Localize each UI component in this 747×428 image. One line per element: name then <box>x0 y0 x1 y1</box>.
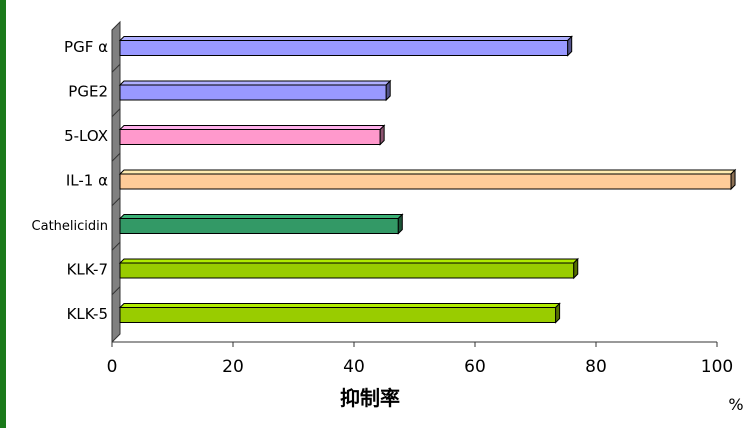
bar-front-face <box>119 173 732 190</box>
row-divider-tick <box>111 108 121 118</box>
x-tick-label: 0 <box>107 357 118 377</box>
category-labels: PGF α PGE2 5-LOX IL-1 α Cathelicidin KLK-7 KLK… <box>32 38 121 323</box>
bar-front-face <box>119 40 569 56</box>
bar-side-face <box>397 213 403 235</box>
row-divider-tick <box>111 63 121 73</box>
category-label: IL-1 α <box>66 172 108 190</box>
bar-front-face <box>119 129 381 145</box>
back-wall-panel <box>111 20 121 344</box>
chart-back-wall <box>111 20 121 344</box>
bar-2 <box>118 79 392 102</box>
row-divider-tick <box>111 197 121 207</box>
bar-side-face <box>379 124 385 146</box>
bar-side-face <box>385 79 391 102</box>
x-tick-label: 100 <box>701 357 733 377</box>
bar-side-face <box>567 35 573 57</box>
bar-top-face <box>118 169 737 175</box>
bar-top-face <box>118 303 561 308</box>
bar-series <box>118 35 737 324</box>
row-divider-tick <box>111 241 121 251</box>
category-label: PGF α <box>64 38 108 56</box>
bar-front-face <box>119 262 575 279</box>
bar-1 <box>118 35 573 57</box>
bar-7 <box>118 302 561 324</box>
category-label: KLK-7 <box>67 261 108 279</box>
row-divider-tick <box>111 286 121 296</box>
bar-top-face <box>118 214 404 219</box>
bar-6 <box>118 257 579 280</box>
bar-front-face <box>119 84 387 101</box>
category-label: KLK-5 <box>67 305 108 323</box>
x-axis-unit: % <box>728 395 743 414</box>
bar-5 <box>118 213 404 235</box>
bar-top-face <box>118 36 573 41</box>
left-accent-bar <box>0 0 6 428</box>
category-label: PGE2 <box>68 83 108 101</box>
bar-top-face <box>118 80 392 86</box>
bar-front-face <box>119 218 399 234</box>
x-tick-label: 60 <box>464 357 486 377</box>
bar-4 <box>118 168 737 191</box>
category-label: Cathelicidin <box>32 219 108 234</box>
x-tick-label: 40 <box>343 357 365 377</box>
bar-front-face <box>119 307 557 323</box>
bar-top-face <box>118 125 386 130</box>
row-divider-tick <box>111 152 121 162</box>
x-axis-title: 抑制率 <box>340 386 400 410</box>
x-axis: 0 20 40 60 80 100 <box>107 341 733 377</box>
bar-top-face <box>118 258 579 264</box>
x-tick-label: 20 <box>222 357 244 377</box>
bar-side-face <box>730 168 736 191</box>
bar-3 <box>118 124 386 146</box>
bar-side-face <box>573 257 579 280</box>
x-tick-label: 80 <box>585 357 607 377</box>
bar-side-face <box>555 302 561 324</box>
category-label: 5-LOX <box>64 127 108 145</box>
